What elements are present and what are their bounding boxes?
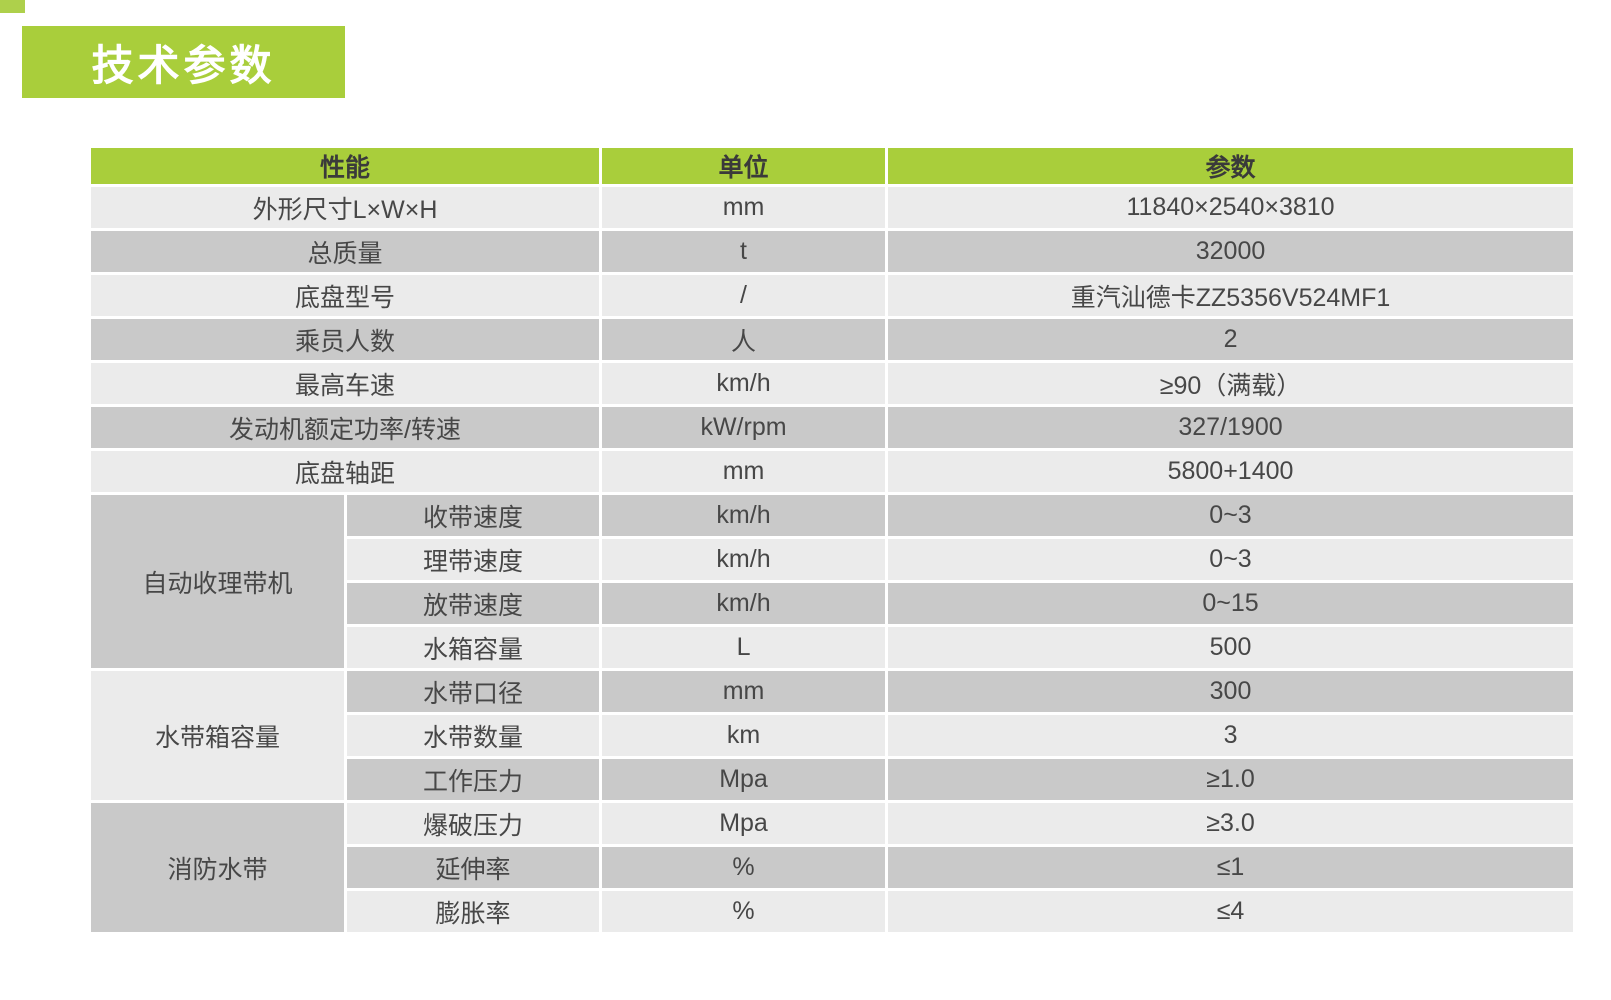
table-row: 乘员人数人 2 [91,319,1574,360]
label-cell: 膨胀率 [347,891,600,932]
unit-cell: km/h [602,539,886,580]
table-row: 水带数量 km 3 [91,715,1574,756]
label-cell: 放带速度 [347,583,600,624]
unit-cell: t [602,231,886,272]
label-cell: 底盘轴距 [91,451,600,492]
section-title-box: 技术参数 [22,26,345,98]
table-row: 膨胀率% ≤4 [91,891,1574,932]
value-cell: 32000 [888,231,1574,272]
value-cell: 2 [888,319,1574,360]
unit-cell: km [602,715,886,756]
unit-cell: Mpa [602,803,886,844]
unit-cell: mm [602,451,886,492]
unit-cell: % [602,891,886,932]
label-cell: 水带口径 [347,671,600,712]
label-cell: 底盘型号 [91,275,600,316]
col-header-parameter: 参数 [888,148,1574,184]
label-cell: 理带速度 [347,539,600,580]
unit-cell: kW/rpm [602,407,886,448]
label-cell: 最高车速 [91,363,600,404]
value-cell: ≥90（满载） [888,363,1574,404]
value-cell: 0~3 [888,495,1574,536]
unit-cell: 人 [602,319,886,360]
table-row: 消防水带 爆破压力 Mpa ≥3.0 [91,803,1574,932]
label-cell: 工作压力 [347,759,600,800]
unit-cell: % [602,847,886,888]
label-cell: 延伸率 [347,847,600,888]
unit-cell: Mpa [602,759,886,800]
label-cell: 水带数量 [347,715,600,756]
table-row: 最高车速 km/h ≥90（满载） [91,363,1574,404]
table-row: 延伸率% ≤1 [91,847,1574,888]
table-row: 工作压力 Mpa ≥1.0 [91,759,1574,800]
value-cell: ≥3.0 [888,803,1574,844]
value-cell: 300 [888,671,1574,712]
unit-cell: km/h [602,495,886,536]
value-cell: 500 [888,627,1574,668]
label-cell: 发动机额定功率/转速 [91,407,600,448]
table-row: 水带箱容量 水带口径 mm 300 [91,671,1574,800]
corner-accent-mark [0,0,25,13]
label-cell: 外形尺寸L×W×H [91,187,600,228]
value-cell: 重汽汕德卡ZZ5356V524MF1 [888,275,1574,316]
value-cell: 0~15 [888,583,1574,624]
page-title: 技术参数 [91,41,276,89]
table-row: 自动收理带机 收带速度 km/h 0~3 [91,495,1574,668]
unit-cell: km/h [602,363,886,404]
table-row: 底盘型号 / 重汽汕德卡ZZ5356V524MF1 [91,275,1574,316]
table-row: 底盘轴距 mm 5800+1400 [91,451,1574,492]
header-row: 性能 单位 参数 [91,148,1574,184]
spec-table: 性能 单位 参数 外形尺寸L×W×H mm 11840×2540×3810 总质量 t 3… [88,145,1576,935]
value-cell: 327/1900 [888,407,1574,448]
label-cell: 乘员人数 [91,319,600,360]
value-cell: 3 [888,715,1574,756]
table-row: 放带速度 km/h 0~15 [91,583,1574,624]
label-cell: 总质量 [91,231,600,272]
value-cell: ≤1 [888,847,1574,888]
unit-cell: mm [602,187,886,228]
unit-cell: km/h [602,583,886,624]
group-cell: 自动收理带机 [91,495,344,668]
table-row: 水箱容量 L 500 [91,627,1574,668]
value-cell: 5800+1400 [888,451,1574,492]
unit-cell: L [602,627,886,668]
value-cell: 0~3 [888,539,1574,580]
table-row: 总质量 t 32000 [91,231,1574,272]
table-row: 发动机额定功率/转速 kW/rpm 327/1900 [91,407,1574,448]
col-header-performance: 性能 [91,148,600,184]
unit-cell: mm [602,671,886,712]
group-cell: 水带箱容量 [91,671,344,800]
col-header-unit: 单位 [602,148,886,184]
label-cell: 水箱容量 [347,627,600,668]
value-cell: ≥1.0 [888,759,1574,800]
value-cell: 11840×2540×3810 [888,187,1574,228]
label-cell: 爆破压力 [347,803,600,844]
unit-cell: / [602,275,886,316]
table-row: 外形尺寸L×W×H mm 11840×2540×3810 [91,187,1574,228]
group-cell: 消防水带 [91,803,344,932]
value-cell: ≤4 [888,891,1574,932]
table-row: 理带速度 km/h 0~3 [91,539,1574,580]
label-cell: 收带速度 [347,495,600,536]
